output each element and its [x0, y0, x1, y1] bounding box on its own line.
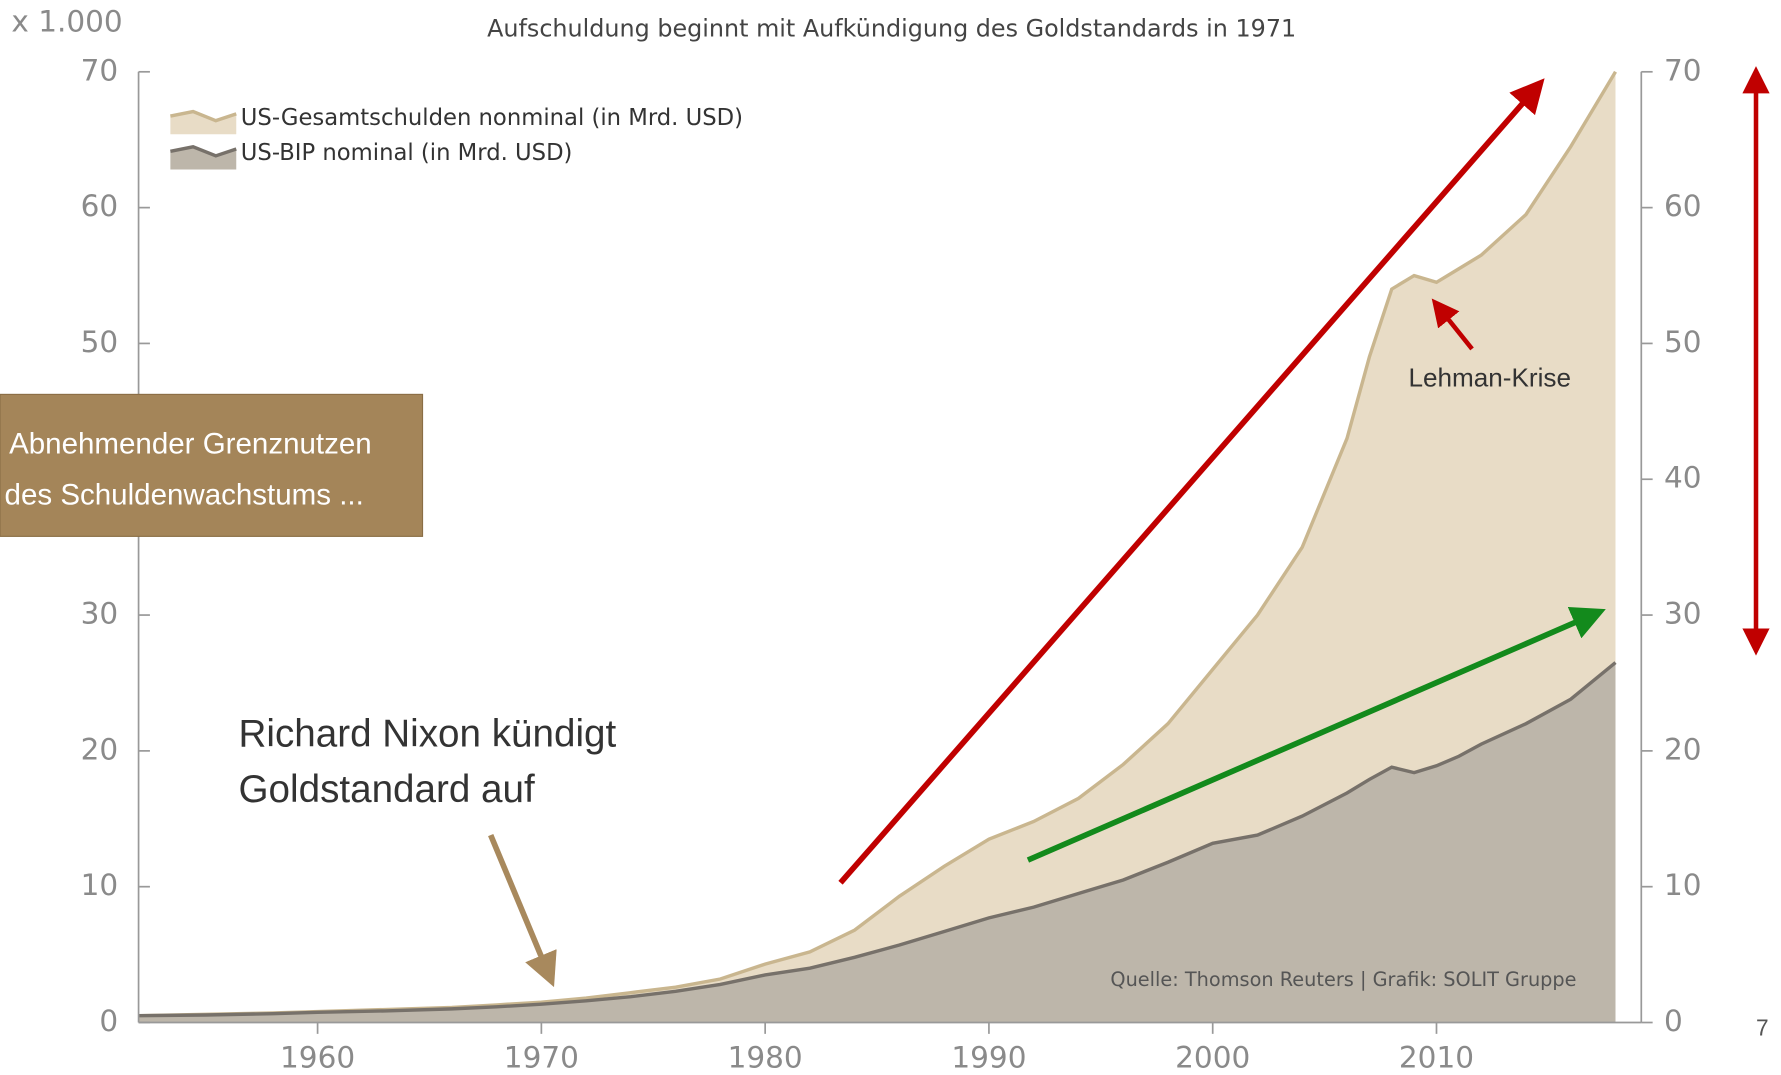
y-tick-label: 70 [81, 53, 119, 87]
legend-swatch [170, 146, 237, 170]
y2-tick-label: 40 [1664, 461, 1702, 495]
arrow [1026, 607, 1606, 863]
x-tick-label: 2010 [1399, 1040, 1474, 1074]
y-unit-label: x 1.000 [11, 4, 122, 38]
legend-line [170, 109, 237, 123]
legend-swatch [170, 111, 237, 135]
source: Quelle: Thomson Reuters | Grafik: SOLIT … [1110, 968, 1576, 991]
legend-label: US-BIP nominal (in Mrd. USD) [241, 140, 573, 166]
page-number: 7 [1756, 1014, 1769, 1040]
y2-tick-label: 30 [1664, 597, 1702, 631]
y2-tick-label: 20 [1664, 732, 1702, 766]
y-tick-label: 20 [81, 732, 119, 766]
legend: US-Gesamtschulden nonminal (in Mrd. USD)… [170, 105, 743, 170]
y2-tick-label: 50 [1664, 325, 1702, 359]
annotation: Lehman-Krise [1408, 363, 1571, 393]
x-tick-label: 1960 [280, 1040, 355, 1074]
callout-text: des Schuldenwachstums ... [5, 478, 364, 511]
x-tick-label: 1990 [951, 1040, 1026, 1074]
area-fill [138, 662, 1616, 1023]
y2-tick-label: 10 [1664, 868, 1702, 902]
arrow [1431, 298, 1474, 351]
y-tick-label: 30 [81, 597, 119, 631]
arrow [488, 833, 557, 988]
y-tick-label: 0 [99, 1004, 118, 1038]
y2-tick-label: 60 [1664, 189, 1702, 223]
arrow [838, 78, 1545, 885]
area-fill [138, 71, 1616, 1023]
y2-tick-label: 0 [1664, 1004, 1683, 1038]
annotation: Goldstandard auf [239, 768, 535, 811]
plot-area: 0102030405060700102030405060701960197019… [81, 53, 1702, 1074]
x-tick-label: 1980 [728, 1040, 803, 1074]
legend-line [170, 145, 237, 158]
y-tick-label: 50 [81, 325, 119, 359]
chart-title: Aufschuldung beginnt mit Aufkündigung de… [487, 14, 1296, 42]
area-line [138, 70, 1617, 1018]
x-tick-label: 2000 [1175, 1040, 1250, 1074]
legend-label: US-Gesamtschulden nonminal (in Mrd. USD) [241, 105, 743, 131]
x-tick-label: 1970 [504, 1040, 579, 1074]
callout-text: Abnehmender Grenznutzen [9, 427, 372, 460]
annotation: Richard Nixon kündigt [239, 712, 617, 755]
y-tick-label: 10 [81, 868, 119, 902]
callout-box [0, 393, 424, 537]
y2-tick-label: 70 [1664, 53, 1702, 87]
y-tick-label: 60 [81, 189, 119, 223]
area-line [138, 661, 1617, 1018]
